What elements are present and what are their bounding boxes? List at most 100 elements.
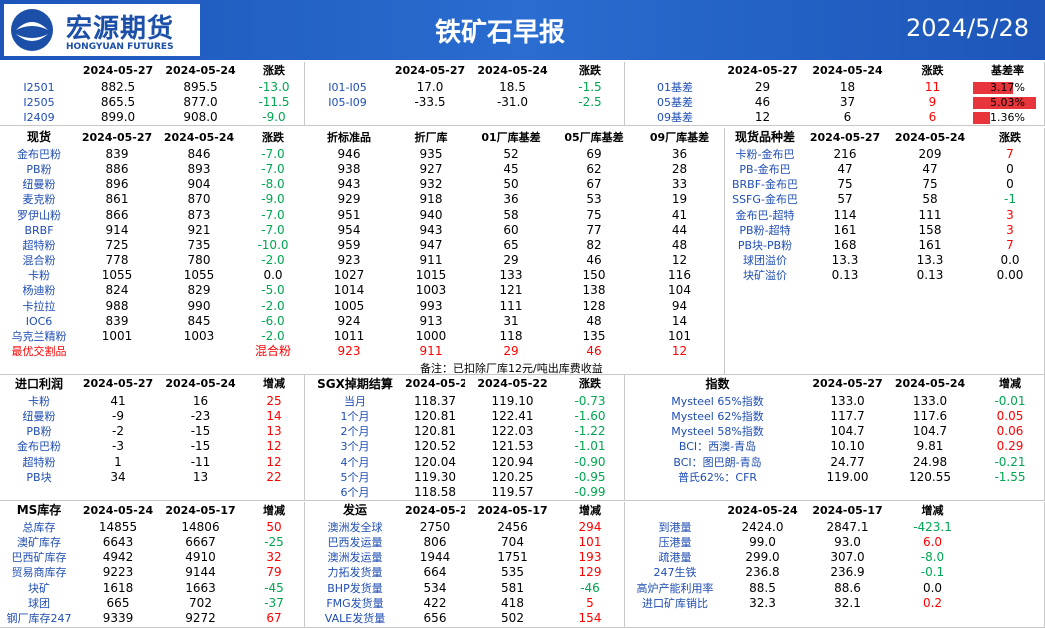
cell: 62 [586, 162, 602, 177]
cell: 28 [671, 162, 688, 177]
cell: -0.95 [574, 470, 606, 484]
cell: 988 [105, 298, 129, 313]
row-label: 卡粉 [28, 394, 50, 408]
cell: 535 [501, 565, 524, 580]
row-label: VALE发货量 [324, 612, 386, 626]
cell: 534 [423, 580, 447, 595]
cell: -33.5 [414, 95, 446, 109]
cell: 4910 [185, 550, 216, 565]
cell: 929 [337, 192, 361, 207]
cell: -46 [580, 580, 600, 595]
cell: 13.3 [916, 253, 944, 268]
cell: 865.5 [100, 95, 136, 109]
column-header: 2024-05-24 [727, 504, 798, 517]
cell: 120.94 [491, 454, 534, 469]
cell: 236.9 [830, 565, 865, 580]
cell: 24.98 [912, 454, 948, 469]
cell: 0.13 [916, 268, 944, 283]
column-header: 2024-05-27 [727, 64, 798, 77]
row-label: 当月 [344, 394, 366, 408]
cell: 25 [266, 393, 282, 408]
column-header: 2024-05-17 [477, 504, 548, 517]
column-header: 2024-05-24 [163, 131, 235, 144]
column-header: 2024-05-24 [894, 377, 966, 390]
cell: 6.0 [922, 534, 943, 549]
row-label: BRBF-金布巴 [731, 178, 799, 192]
cell: 896 [105, 177, 129, 192]
cell: 12 [266, 439, 282, 454]
cell: 37 [839, 95, 856, 109]
cell: -0.21 [994, 454, 1026, 469]
cell: 3 [1006, 207, 1014, 222]
row-label: 6个月 [340, 486, 370, 500]
cell: 14 [671, 313, 688, 328]
row-label: 2个月 [340, 425, 370, 439]
cell: 932 [419, 177, 443, 192]
cell: 943 [337, 177, 361, 192]
cell: 904 [187, 177, 211, 192]
cell: -15 [190, 439, 211, 454]
cell: -37 [264, 596, 284, 610]
section-frame [0, 62, 305, 126]
row-label: 3个月 [340, 440, 370, 454]
section-frame [0, 128, 725, 375]
cell: -2 [112, 424, 124, 439]
cell: 120.25 [491, 470, 534, 484]
cell: 6 [843, 110, 852, 124]
logo-en: HONGYUAN FUTURES [66, 42, 174, 52]
cell: 861 [105, 192, 129, 207]
cell: 2847.1 [826, 519, 869, 534]
cell: 24.77 [830, 454, 865, 469]
row-label: 力拓发货量 [327, 566, 383, 580]
cell: -9.0 [262, 110, 286, 124]
basis-rate-bar [973, 96, 1037, 109]
cell: 951 [337, 207, 361, 222]
cell: 19 [671, 192, 688, 207]
cell: 845 [187, 313, 211, 328]
cell: 216 [833, 147, 857, 161]
cell: 75 [586, 207, 602, 222]
column-header: 增减 [921, 504, 944, 517]
row-label: 1个月 [340, 409, 370, 423]
row-label: I01-I05 [328, 81, 367, 94]
note: 备注：已扣除厂库12元/吨出库费收益 [420, 362, 603, 375]
cell: 581 [501, 580, 524, 595]
cell: 656 [423, 611, 447, 626]
cell: 122.41 [491, 408, 534, 423]
cell: 13 [192, 470, 209, 484]
cell: 702 [189, 596, 212, 610]
cell: 294 [578, 519, 602, 534]
cell: 11 [924, 80, 941, 94]
row-label: 纽曼粉 [22, 178, 56, 192]
cell: 914 [105, 222, 129, 237]
cell: 0.00 [996, 268, 1024, 283]
cell: 1944 [419, 550, 451, 565]
cell: 111 [918, 207, 942, 222]
cell: 47 [922, 162, 938, 177]
row-label: 高炉产能利用率 [636, 581, 714, 595]
cell: -2.5 [578, 95, 602, 109]
cell: 1027 [333, 268, 365, 283]
column-header: SGX掉期结算 [317, 377, 393, 391]
cell: 121.53 [491, 439, 534, 454]
cell: 77 [586, 222, 602, 237]
cell: -45 [264, 580, 284, 595]
cell: 75 [922, 177, 938, 192]
cell: -8.0 [920, 550, 945, 565]
cell: 32.1 [834, 596, 861, 610]
cell: 33 [671, 177, 688, 192]
cell: 947 [419, 237, 443, 252]
column-header: 增减 [263, 504, 285, 517]
cell: 58 [503, 207, 519, 222]
cell: 114 [833, 207, 857, 222]
row-label: 澳矿库存 [17, 535, 61, 549]
cell: 7 [1006, 147, 1014, 161]
cell: 12 [266, 454, 282, 469]
cell: 725 [105, 237, 129, 252]
row-label: 到港量 [658, 520, 692, 534]
cell: 9 [928, 95, 937, 109]
date: 2024/5/28 [905, 14, 1029, 42]
cell: 1014 [333, 283, 365, 298]
cell: 16 [192, 393, 209, 408]
